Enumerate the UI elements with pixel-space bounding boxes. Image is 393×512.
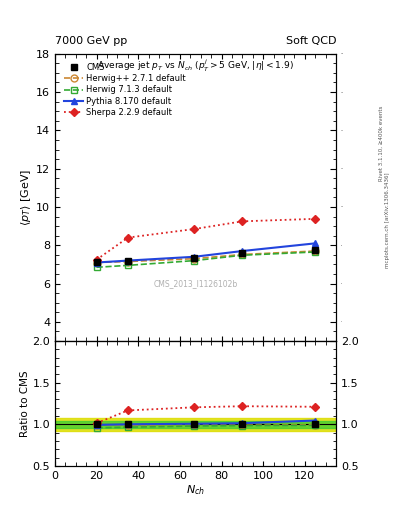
Herwig++ 2.7.1 default bbox=[125, 259, 130, 265]
Herwig 7.1.3 default bbox=[94, 264, 99, 270]
Text: mcplots.cern.ch [arXiv:1306.3436]: mcplots.cern.ch [arXiv:1306.3436] bbox=[385, 173, 389, 268]
Sherpa 2.2.9 default bbox=[125, 234, 130, 241]
Herwig 7.1.3 default bbox=[313, 249, 318, 255]
Herwig 7.1.3 default bbox=[125, 262, 130, 268]
Herwig++ 2.7.1 default bbox=[192, 255, 197, 262]
Pythia 8.170 default bbox=[313, 240, 318, 246]
Bar bbox=[55, 421, 336, 428]
Herwig++ 2.7.1 default bbox=[94, 260, 99, 266]
Pythia 8.170 default bbox=[94, 260, 99, 266]
Sherpa 2.2.9 default bbox=[240, 218, 245, 224]
Line: Herwig++ 2.7.1 default: Herwig++ 2.7.1 default bbox=[93, 247, 319, 266]
Pythia 8.170 default bbox=[240, 248, 245, 254]
Legend: CMS, Herwig++ 2.7.1 default, Herwig 7.1.3 default, Pythia 8.170 default, Sherpa : CMS, Herwig++ 2.7.1 default, Herwig 7.1.… bbox=[62, 61, 188, 119]
Herwig++ 2.7.1 default bbox=[240, 251, 245, 258]
Herwig++ 2.7.1 default bbox=[313, 248, 318, 254]
Line: Sherpa 2.2.9 default: Sherpa 2.2.9 default bbox=[94, 216, 318, 263]
Line: Pythia 8.170 default: Pythia 8.170 default bbox=[93, 240, 319, 266]
Text: 7000 GeV pp: 7000 GeV pp bbox=[55, 36, 127, 46]
Text: Soft QCD: Soft QCD bbox=[286, 36, 336, 46]
Herwig 7.1.3 default bbox=[240, 252, 245, 258]
Line: Herwig 7.1.3 default: Herwig 7.1.3 default bbox=[93, 248, 319, 271]
Pythia 8.170 default bbox=[192, 253, 197, 260]
Bar bbox=[55, 418, 336, 431]
Herwig 7.1.3 default bbox=[192, 258, 197, 264]
Y-axis label: Ratio to CMS: Ratio to CMS bbox=[20, 370, 29, 437]
Sherpa 2.2.9 default bbox=[94, 257, 99, 263]
Text: CMS_2013_I1126102b: CMS_2013_I1126102b bbox=[153, 279, 238, 288]
X-axis label: $N_{ch}$: $N_{ch}$ bbox=[186, 483, 205, 497]
Sherpa 2.2.9 default bbox=[192, 226, 197, 232]
Text: Average jet $p_T$ vs $N_{ch}$ ($p^j_T$$>$5 GeV, $|\eta|$$<$1.9): Average jet $p_T$ vs $N_{ch}$ ($p^j_T$$>… bbox=[97, 58, 294, 74]
Y-axis label: $\langle p_T \rangle$ [GeV]: $\langle p_T \rangle$ [GeV] bbox=[19, 169, 33, 226]
Pythia 8.170 default bbox=[125, 258, 130, 264]
Sherpa 2.2.9 default bbox=[313, 216, 318, 222]
Text: Rivet 3.1.10, ≥400k events: Rivet 3.1.10, ≥400k events bbox=[379, 105, 384, 181]
